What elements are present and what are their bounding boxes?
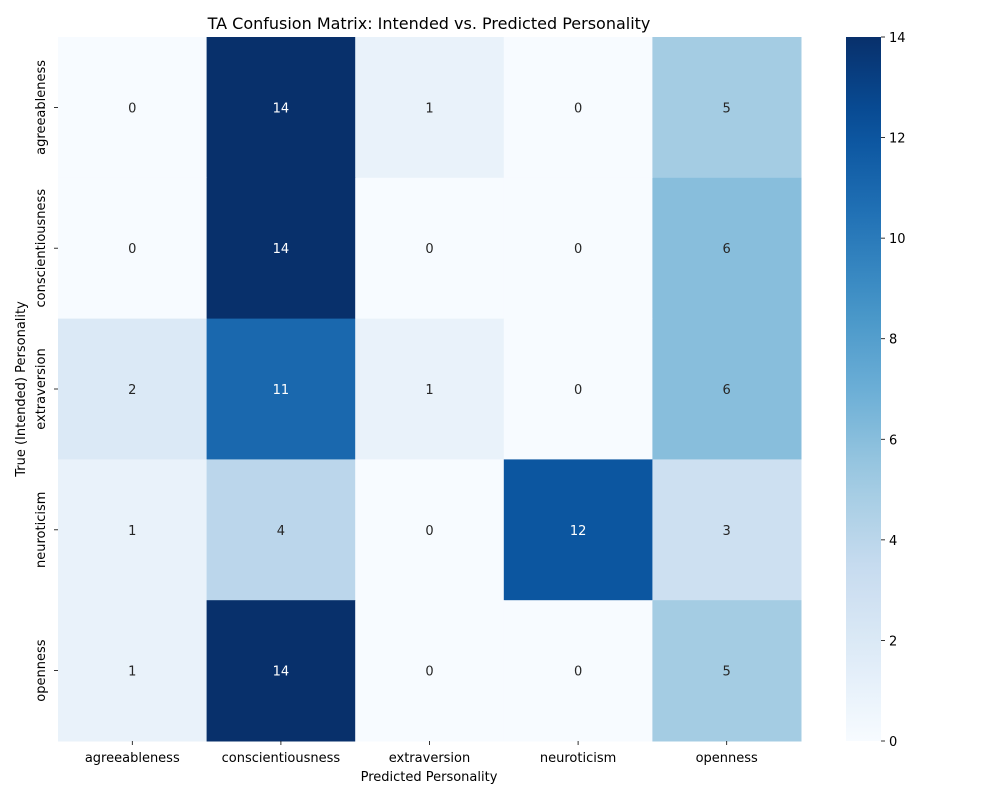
heatmap-cell bbox=[58, 600, 208, 742]
cell-value-label: 0 bbox=[574, 101, 582, 116]
y-tick-label: conscientiousness bbox=[34, 189, 49, 308]
heatmap-cell bbox=[652, 318, 802, 460]
x-tick-label: agreeableness bbox=[85, 751, 180, 766]
cell-value-label: 5 bbox=[723, 101, 731, 116]
heatmap-cell bbox=[58, 459, 208, 601]
y-axis-ticks: agreeableness conscientiousness extraversi… bbox=[34, 60, 58, 702]
heatmap-cells: 0 14 1 0 50 14 0 0 62 11 1 0 61 4 0 12 31 14 0 0 5 bbox=[58, 37, 802, 742]
colorbar-tick-label: 2 bbox=[889, 634, 897, 649]
cell-value-label: 6 bbox=[723, 242, 731, 257]
heatmap-cell bbox=[652, 177, 802, 320]
heatmap-cell bbox=[652, 37, 802, 179]
cell-value-label: 0 bbox=[425, 665, 433, 680]
y-tick-label: neuroticism bbox=[34, 492, 49, 568]
cell-value-label: 0 bbox=[128, 242, 136, 257]
heatmap-cell bbox=[206, 600, 356, 742]
x-tick-label: openness bbox=[696, 751, 758, 766]
y-tick-label: extraversion bbox=[34, 348, 49, 430]
colorbar-tick-label: 10 bbox=[889, 232, 906, 247]
heatmap-cell bbox=[355, 600, 505, 742]
cell-value-label: 4 bbox=[277, 524, 285, 539]
colorbar-tick-label: 0 bbox=[889, 735, 897, 750]
colorbar-tick-label: 4 bbox=[889, 534, 897, 549]
y-tick-label: agreeableness bbox=[34, 60, 49, 155]
cell-value-label: 2 bbox=[128, 383, 136, 398]
cell-value-label: 0 bbox=[425, 242, 433, 257]
cell-value-label: 14 bbox=[273, 242, 290, 257]
cell-value-label: 1 bbox=[128, 665, 136, 680]
x-tick-label: neuroticism bbox=[540, 751, 616, 766]
heatmap-cell bbox=[355, 177, 505, 320]
heatmap-cell bbox=[652, 459, 802, 601]
cell-value-label: 1 bbox=[128, 524, 136, 539]
x-axis-ticks: agreeableness conscientiousness extraversi… bbox=[85, 741, 758, 766]
cell-value-label: 1 bbox=[425, 383, 433, 398]
cell-value-label: 0 bbox=[574, 383, 582, 398]
cell-value-label: 5 bbox=[723, 665, 731, 680]
heatmap-cell bbox=[503, 177, 653, 320]
heatmap-cell bbox=[206, 177, 356, 320]
heatmap-cell bbox=[206, 459, 356, 601]
cell-value-label: 0 bbox=[425, 524, 433, 539]
y-tick-label: openness bbox=[34, 639, 49, 701]
heatmap-cell bbox=[355, 459, 505, 601]
heatmap-cell bbox=[206, 37, 356, 179]
cell-value-label: 11 bbox=[273, 383, 290, 398]
heatmap-cell bbox=[503, 600, 653, 742]
cell-value-label: 0 bbox=[574, 242, 582, 257]
chart-title: TA Confusion Matrix: Intended vs. Predic… bbox=[207, 14, 651, 33]
colorbar-tick-label: 6 bbox=[889, 433, 897, 448]
heatmap-cell bbox=[206, 318, 356, 460]
heatmap-cell bbox=[355, 318, 505, 460]
colorbar-tick-label: 14 bbox=[889, 31, 906, 46]
cell-value-label: 3 bbox=[723, 524, 731, 539]
colorbar-tick-label: 8 bbox=[889, 333, 897, 348]
cell-value-label: 14 bbox=[273, 101, 290, 116]
cell-value-label: 6 bbox=[723, 383, 731, 398]
x-tick-label: conscientiousness bbox=[222, 751, 341, 766]
colorbar-ticks: 0 2 4 6 8 10 12 14 bbox=[881, 31, 906, 750]
heatmap-cell bbox=[503, 459, 653, 601]
colorbar bbox=[846, 37, 881, 741]
x-tick-label: extraversion bbox=[389, 751, 471, 766]
cell-value-label: 0 bbox=[574, 665, 582, 680]
cell-value-label: 1 bbox=[425, 101, 433, 116]
x-axis-label: Predicted Personality bbox=[361, 770, 498, 785]
heatmap-cell bbox=[58, 177, 208, 320]
heatmap-cell bbox=[503, 318, 653, 460]
heatmap-cell bbox=[355, 37, 505, 179]
cell-value-label: 14 bbox=[273, 665, 290, 680]
heatmap-cell bbox=[652, 600, 802, 742]
heatmap-cell bbox=[503, 37, 653, 179]
y-axis-label: True (Intended) Personality bbox=[14, 301, 29, 478]
colorbar-tick-label: 12 bbox=[889, 132, 906, 147]
heatmap-cell bbox=[58, 318, 208, 460]
cell-value-label: 12 bbox=[570, 524, 587, 539]
cell-value-label: 0 bbox=[128, 101, 136, 116]
heatmap-cell bbox=[58, 37, 208, 179]
